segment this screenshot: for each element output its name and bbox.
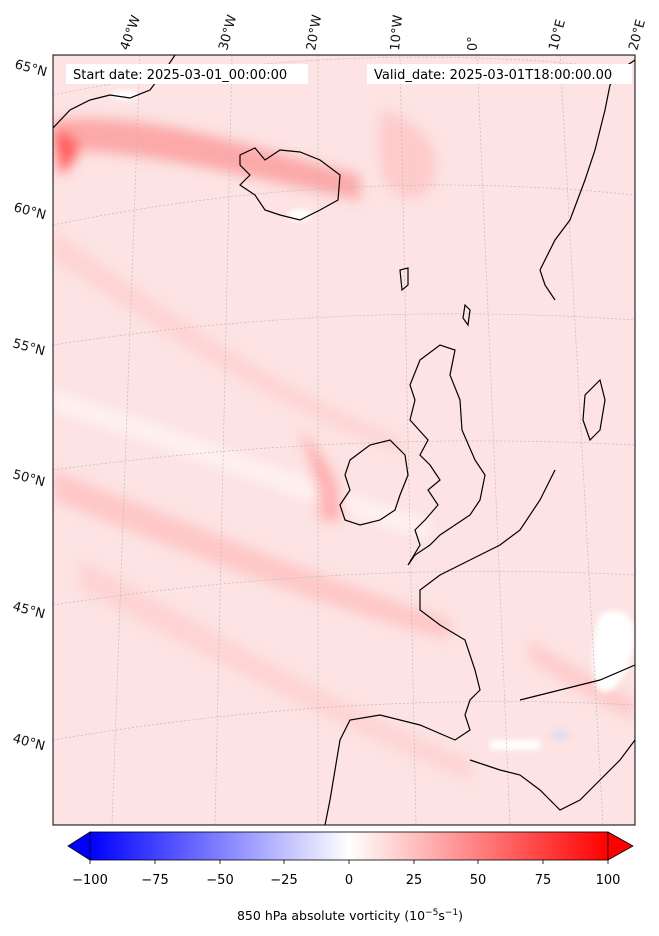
cbar-tick-label: −50: [206, 873, 233, 888]
colorbar-extend-max: [607, 831, 634, 861]
cbar-tick-label: −25: [270, 873, 297, 888]
colorbar-body: [89, 831, 609, 861]
cbar-tick-label: −100: [72, 873, 108, 888]
lon-label-0: 0°: [466, 36, 481, 51]
ireland-coast: [339, 439, 409, 526]
cbar-tick-label: 0: [345, 873, 353, 888]
colorbar-ticks: [89, 860, 609, 864]
gridlines: [53, 55, 635, 825]
lat-label-45n: 45°N: [11, 599, 47, 622]
scotland-england-coast: [407, 344, 486, 566]
valid-date-label: Valid_date: 2025-03-01T18:00:00.00: [374, 68, 612, 83]
continent-coast: [324, 469, 556, 825]
lat-label-40n: 40°N: [11, 731, 47, 754]
colorbar: −100 −75 −50 −25 0 25 50 75 100 850 hPa …: [67, 831, 634, 923]
lon-label-30w: 30°W: [216, 13, 240, 52]
cbar-tick-label: −75: [141, 873, 168, 888]
iberia-south: [469, 739, 635, 811]
lon-label-10w: 10°W: [388, 14, 406, 51]
lon-label-20w: 20°W: [304, 14, 325, 52]
cbar-tick-label: 100: [596, 873, 621, 888]
faroe: [399, 267, 409, 292]
cbar-tick-label: 50: [470, 873, 487, 888]
longitude-labels: 40°W 30°W 20°W 10°W 0° 10°E 20°E: [118, 13, 649, 52]
mediterranean-coast: [519, 664, 635, 701]
lon-label-10e: 10°E: [546, 18, 569, 52]
shetland: [462, 303, 471, 327]
cbar-tick-label: 75: [535, 873, 552, 888]
colorbar-tick-labels: −100 −75 −50 −25 0 25 50 75 100: [72, 873, 620, 888]
cbar-tick-label: 25: [406, 873, 423, 888]
colorbar-extend-min: [67, 831, 91, 861]
start-date-label: Start date: 2025-03-01_00:00:00: [73, 68, 287, 83]
denmark: [582, 378, 606, 442]
lon-label-20e: 20°E: [626, 18, 649, 52]
norway-south: [539, 269, 556, 301]
lon-label-40w: 40°W: [118, 13, 144, 52]
iceland-coast: [239, 147, 341, 221]
vorticity-field: [53, 110, 635, 780]
lat-label-50n: 50°N: [11, 467, 47, 490]
white-patches: [111, 90, 635, 750]
colorbar-title: 850 hPa absolute vorticity (10−5s−1): [237, 908, 463, 923]
map-panel[interactable]: [53, 55, 635, 825]
lat-label-60n: 60°N: [12, 200, 48, 223]
map-frame: [52, 54, 636, 826]
latitude-labels: 65°N 60°N 55°N 50°N 45°N 40°N: [11, 57, 49, 754]
lat-label-65n: 65°N: [13, 57, 49, 80]
annotation-boxes: Start date: 2025-03-01_00:00:00 Valid_da…: [66, 64, 632, 84]
lat-label-55n: 55°N: [11, 336, 47, 359]
